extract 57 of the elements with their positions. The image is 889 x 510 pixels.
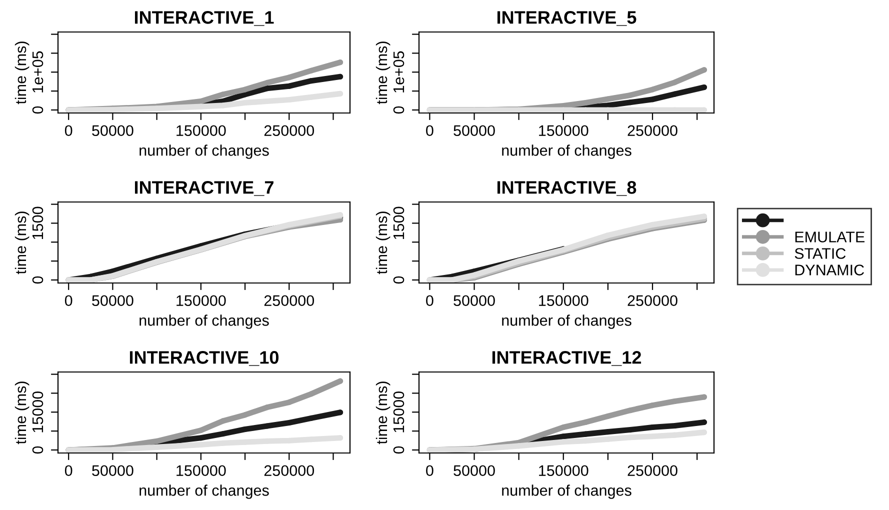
x-tick-label: 50000 bbox=[92, 125, 134, 136]
x-tick-label: 0 bbox=[426, 295, 434, 306]
x-tick-label: 150000 bbox=[176, 295, 226, 306]
x-tick-label: 0 bbox=[64, 465, 72, 476]
x-tick-label: 0 bbox=[426, 125, 434, 136]
chart-title: INTERACTIVE_1 bbox=[134, 11, 274, 26]
y-axis-title: time (ms) bbox=[14, 382, 30, 444]
x-tick-label: 250000 bbox=[628, 295, 678, 306]
y-tick-label: 15000 bbox=[32, 391, 44, 432]
chart-title: INTERACTIVE_12 bbox=[492, 351, 642, 366]
x-tick-label: 250000 bbox=[628, 125, 678, 136]
y-tick-label: 1500 bbox=[32, 206, 44, 240]
x-tick-label: 150000 bbox=[176, 465, 226, 476]
x-tick-label: 0 bbox=[426, 465, 434, 476]
y-tick-label: 1500 bbox=[393, 206, 404, 240]
x-tick-label: 50000 bbox=[454, 125, 495, 136]
y-tick-label: 0 bbox=[32, 106, 44, 114]
y-tick-label: 1e+05 bbox=[32, 51, 44, 92]
x-tick-label: 150000 bbox=[539, 125, 588, 136]
x-tick-label: 150000 bbox=[176, 125, 226, 136]
chart-title: INTERACTIVE_5 bbox=[497, 11, 636, 26]
chart-title: INTERACTIVE_7 bbox=[134, 181, 274, 196]
x-tick-label: 250000 bbox=[264, 465, 314, 476]
y-axis-title: time (ms) bbox=[376, 382, 390, 444]
y-axis-title: time (ms) bbox=[14, 212, 30, 274]
y-tick-label: 15000 bbox=[393, 391, 404, 432]
x-axis-title: number of changes bbox=[140, 144, 269, 159]
x-axis-title: number of changes bbox=[140, 484, 269, 499]
y-tick-label: 0 bbox=[32, 276, 44, 284]
y-tick-label: 0 bbox=[393, 106, 404, 114]
y-tick-label: 1e+05 bbox=[393, 51, 404, 92]
x-axis-title: number of changes bbox=[502, 144, 632, 159]
legend-label: DYNAMIC bbox=[795, 264, 864, 276]
legend-label: EMULATE bbox=[795, 232, 865, 242]
y-tick-label: 0 bbox=[393, 446, 404, 454]
x-tick-label: 50000 bbox=[454, 295, 495, 306]
y-axis-title: time (ms) bbox=[376, 42, 390, 104]
x-axis-title: number of changes bbox=[502, 314, 632, 329]
y-axis-title: time (ms) bbox=[376, 212, 390, 274]
x-tick-label: 50000 bbox=[92, 295, 134, 306]
x-tick-label: 250000 bbox=[628, 465, 678, 476]
x-axis-title: number of changes bbox=[140, 314, 269, 329]
x-tick-label: 50000 bbox=[92, 465, 134, 476]
x-tick-label: 150000 bbox=[539, 465, 588, 476]
x-axis-title: number of changes bbox=[502, 484, 632, 499]
legend-label: STATIC bbox=[794, 248, 846, 259]
chart-title: INTERACTIVE_8 bbox=[497, 181, 636, 196]
x-tick-label: 150000 bbox=[539, 295, 588, 306]
y-tick-label: 0 bbox=[32, 446, 44, 454]
chart-title: INTERACTIVE_10 bbox=[130, 351, 279, 366]
x-tick-label: 50000 bbox=[454, 465, 495, 476]
y-tick-label: 0 bbox=[393, 276, 404, 284]
x-tick-label: 250000 bbox=[264, 125, 314, 136]
x-tick-label: 0 bbox=[64, 295, 72, 306]
x-tick-label: 250000 bbox=[264, 295, 314, 306]
y-axis-title: time (ms) bbox=[14, 42, 30, 104]
x-tick-label: 0 bbox=[64, 125, 72, 136]
